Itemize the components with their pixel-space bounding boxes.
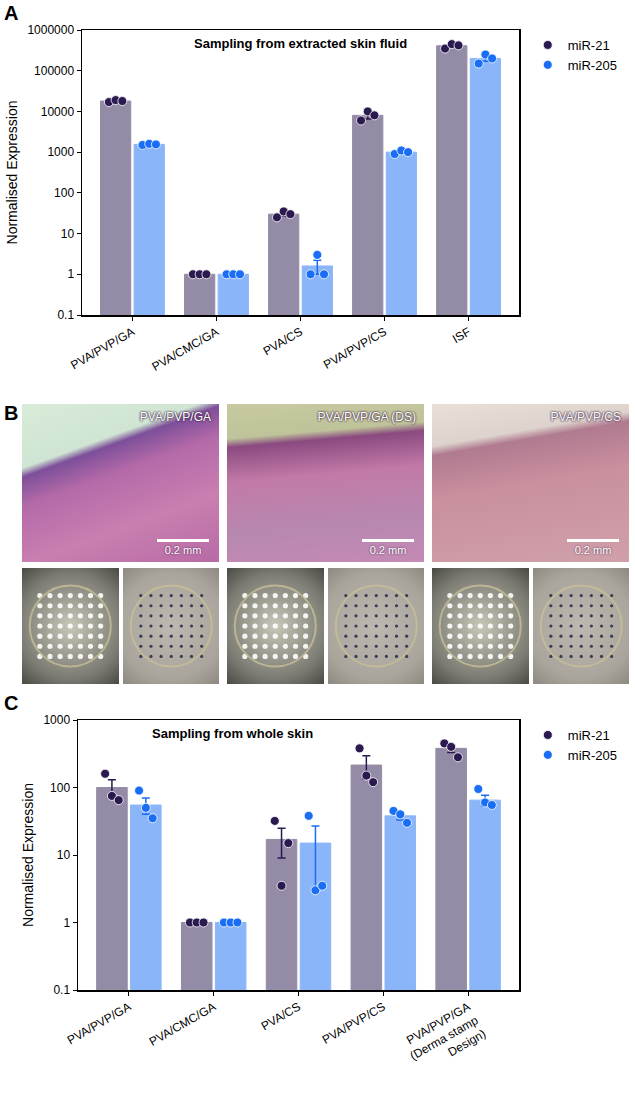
svg-text:1000: 1000 [47, 145, 74, 159]
svg-text:PVA/CS: PVA/CS [259, 1000, 303, 1034]
svg-text:100: 100 [50, 781, 70, 795]
svg-text:100: 100 [54, 186, 74, 200]
svg-text:PVA/PVP/CS: PVA/PVP/CS [320, 1000, 388, 1047]
svg-text:1: 1 [67, 267, 74, 281]
svg-text:0.1: 0.1 [53, 983, 70, 997]
html-text:0.2 mm: 0.2 mm [574, 544, 612, 556]
html-text:PVA/PVP/CS: PVA/PVP/CS [550, 410, 621, 424]
svg-text:Normalised Expression: Normalised Expression [4, 101, 20, 245]
svg-text:10000: 10000 [41, 105, 75, 119]
html-text:B: B [4, 402, 19, 424]
html-text:PVA/PVP/GA (DS): PVA/PVP/GA (DS) [317, 410, 416, 424]
svg-text:miR-205: miR-205 [568, 748, 617, 763]
svg-text:1: 1 [63, 916, 70, 930]
svg-text:1000: 1000 [43, 713, 70, 727]
svg-text:ISF: ISF [450, 325, 473, 346]
svg-text:miR-21: miR-21 [568, 728, 610, 743]
svg-text:PVA/PVP/GA(Derma stampDesign): PVA/PVP/GA(Derma stampDesign) [400, 999, 489, 1076]
svg-text:1000000: 1000000 [27, 23, 74, 37]
html-text:0.2 mm: 0.2 mm [369, 544, 407, 556]
svg-text:miR-21: miR-21 [568, 38, 610, 53]
html-text:C: C [4, 692, 19, 714]
svg-text:PVA/PVP/CS: PVA/PVP/CS [321, 325, 389, 372]
html-text:A: A [4, 2, 19, 24]
svg-text:10: 10 [57, 848, 71, 862]
svg-text:10: 10 [61, 227, 75, 241]
svg-text:Sampling from whole skin: Sampling from whole skin [152, 726, 313, 741]
svg-text:Sampling from extracted skin f: Sampling from extracted skin fluid [194, 36, 407, 51]
html-text:PVA/PVP/GA: PVA/PVP/GA [139, 410, 211, 424]
svg-text:Normalised Expression: Normalised Expression [20, 783, 36, 927]
svg-text:PVA/PVP/GA: PVA/PVP/GA [65, 1000, 134, 1048]
svg-text:PVA/CS: PVA/CS [261, 325, 305, 359]
svg-text:miR-205: miR-205 [568, 58, 617, 73]
html-text:0.2 mm: 0.2 mm [164, 544, 202, 556]
svg-text:100000: 100000 [34, 64, 74, 78]
svg-text:PVA/CMC/GA: PVA/CMC/GA [147, 1000, 218, 1049]
svg-text:0.1: 0.1 [57, 308, 74, 322]
svg-text:PVA/CMC/GA: PVA/CMC/GA [149, 325, 220, 374]
svg-text:PVA/PVP/GA: PVA/PVP/GA [68, 325, 137, 373]
